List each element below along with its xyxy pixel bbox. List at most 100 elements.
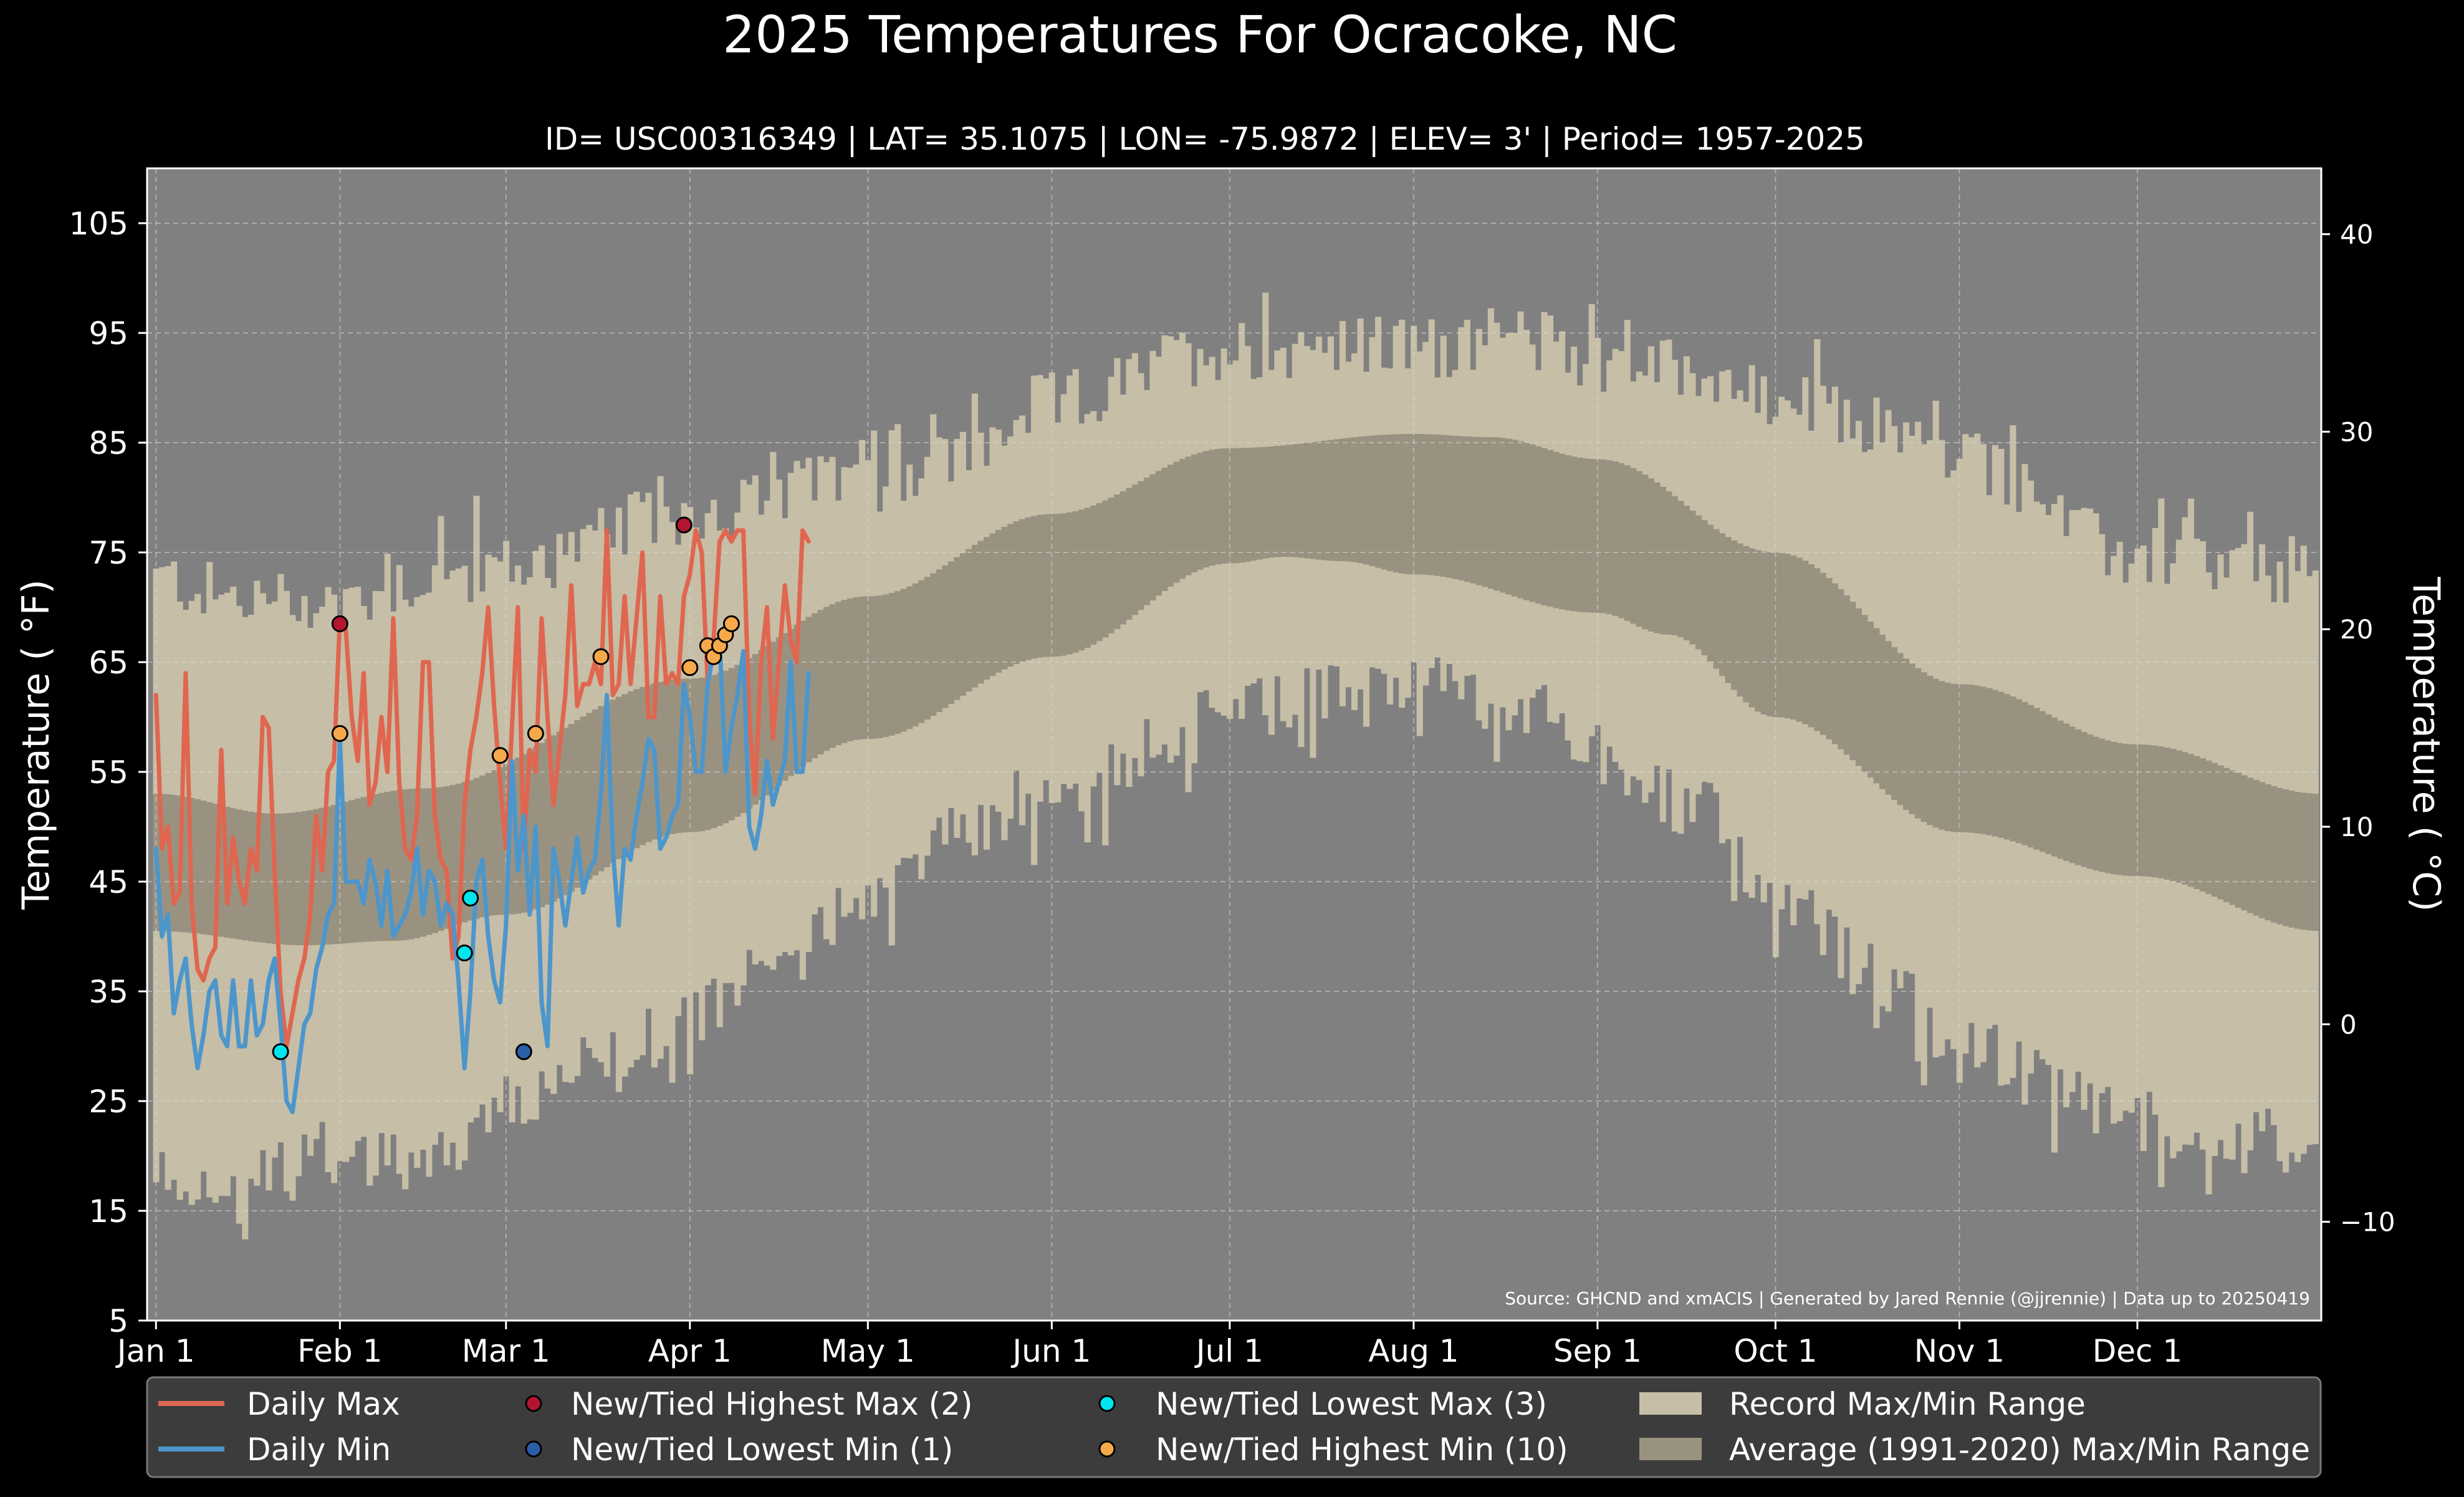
y-right-tick-label: 10 [2340,812,2373,842]
record-marker [331,724,348,742]
normal-range-bar [1203,451,1210,568]
normal-range-bar [1440,435,1447,577]
normal-range-bar [2146,744,2153,877]
normal-range-bar [1576,458,1583,612]
normal-range-bar [2122,743,2129,876]
normal-range-bar [704,676,711,830]
normal-range-bar [1939,681,1945,830]
normal-range-bar [2057,720,2064,859]
y-tick-label: 25 [89,1084,128,1120]
normal-range-bar [1831,583,1838,744]
normal-range-bar [669,680,676,834]
normal-range-bar [775,637,782,786]
normal-range-bar [586,713,593,880]
normal-range-bar [2033,708,2040,850]
normal-range-bar [1286,445,1293,557]
normal-range-bar [1915,668,1922,819]
normal-range-bar [183,796,189,933]
legend-dot-swatch [1098,1440,1116,1458]
normal-range-bar [337,803,343,944]
normal-range-bar [912,583,919,726]
normal-range-bar [1873,628,1880,784]
normal-range-bar [295,812,302,945]
x-tick-label: Jan 1 [115,1333,195,1369]
normal-range-bar [1814,568,1821,731]
normal-range-bar [1992,690,1998,837]
normal-range-bar [1416,433,1423,575]
normal-range-bar [728,668,735,821]
normal-range-bar [1084,508,1091,648]
normal-range-bar [1001,526,1008,670]
normal-range-bar [419,788,426,937]
normal-range-bar [675,679,682,834]
normal-range-bar [1920,672,1927,822]
normal-range-bar [1138,481,1144,610]
normal-range-bar [1968,685,1975,833]
normal-range-bar [1553,451,1560,609]
normal-range-bar [983,537,990,680]
normal-range-bar [995,530,1002,673]
normal-range-bar [544,739,551,905]
normal-range-bar [574,720,581,888]
normal-range-bar [1256,447,1263,560]
normal-range-bar [2199,758,2207,892]
normal-range-bar [989,533,996,676]
normal-range-bar [2288,791,2295,928]
normal-range-bar [1998,691,2005,838]
normal-range-bar [1529,444,1536,602]
normal-range-bar [1647,478,1654,632]
normal-range-bar [1060,513,1067,656]
normal-range-bar [1013,521,1020,665]
normal-range-bar [876,595,883,738]
normal-range-bar [1215,448,1222,565]
normal-range-bar [1974,685,1981,834]
normal-range-bar [2003,694,2010,840]
normal-range-bar [1239,448,1245,563]
normal-range-bar [230,808,237,939]
normal-range-bar [2312,793,2319,931]
normal-range-bar [556,731,563,899]
normal-range-bar [301,811,308,946]
y-axis-label-left: Temperature ( °F) [14,579,58,910]
normal-range-bar [1031,516,1038,659]
x-tick-label: Nov 1 [1914,1333,2005,1369]
normal-range-bar [568,724,575,892]
record-marker [515,1043,532,1061]
normal-range-bar [817,610,824,754]
normal-range-bar [906,586,913,729]
normal-range-bar [348,800,355,943]
normal-range-bar [2039,711,2046,852]
normal-range-bar [1274,446,1281,557]
normal-range-bar [159,794,166,931]
normal-range-bar [888,593,895,736]
normal-range-bar [1493,437,1500,591]
normal-range-bar [1986,688,1993,835]
normal-range-bar [1743,546,1750,703]
normal-range-bar [2211,763,2218,897]
normal-range-bar [1357,436,1364,564]
y-tick-label: 55 [89,754,128,791]
y-tick-label: 85 [89,425,128,461]
normal-range-bar [1505,438,1512,595]
normal-range-bar [657,681,664,838]
normal-range-bar [449,785,456,927]
normal-range-bar [924,577,931,720]
normal-range-bar [1760,551,1767,715]
normal-range-bar [782,633,789,781]
normal-range-bar [455,783,463,925]
normal-range-bar [1067,512,1073,655]
normal-range-bar [1541,448,1548,605]
normal-range-bar [615,696,622,859]
normal-range-bar [402,789,409,940]
record-marker [462,889,479,907]
normal-range-bar [621,694,628,855]
normal-range-bar [1962,684,1969,832]
normal-range-bar [319,807,326,945]
normal-range-bar [2247,777,2254,913]
normal-range-bar [633,689,640,849]
normal-range-bar [663,680,670,836]
normal-range-bar [1458,436,1465,580]
y-right-tick-label: 40 [2340,219,2373,250]
normal-range-bar [2081,732,2088,867]
daily-max-line [153,528,811,1049]
